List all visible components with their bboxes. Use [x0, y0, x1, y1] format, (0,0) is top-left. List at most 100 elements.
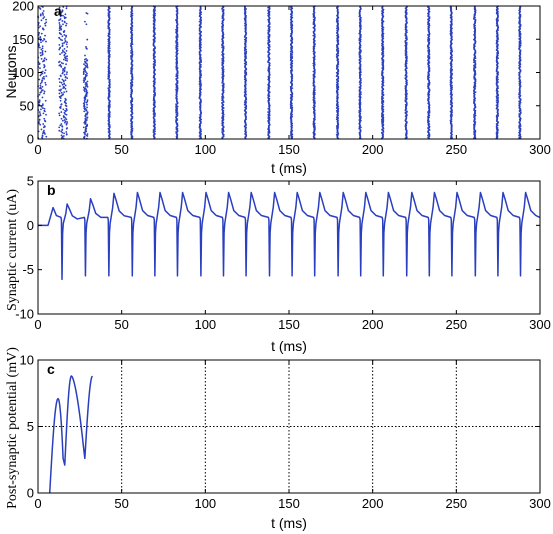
raster-dot: [44, 81, 47, 84]
raster-dot: [42, 60, 44, 63]
raster-dot: [39, 39, 42, 42]
post-synaptic-potential-series: [48, 375, 94, 494]
raster-dot: [41, 70, 44, 73]
raster-dot: [84, 122, 87, 125]
raster-dot: [40, 91, 42, 94]
raster-dot: [61, 119, 64, 122]
raster-dot: [58, 114, 61, 117]
raster-dot: [38, 62, 41, 65]
raster-dot: [291, 106, 294, 109]
raster-dot: [86, 123, 89, 126]
raster-dot: [518, 125, 521, 128]
raster-dot: [337, 110, 340, 113]
raster-dot: [61, 125, 63, 127]
raster-dot: [43, 71, 46, 74]
raster-dot: [39, 84, 42, 87]
raster-dot: [86, 106, 88, 109]
raster-dot: [41, 77, 44, 80]
raster-dot: [59, 105, 62, 108]
raster-dot: [64, 75, 67, 78]
raster-dot: [518, 113, 521, 115]
raster-dot: [64, 113, 67, 115]
raster-dot: [44, 133, 46, 135]
raster-dot: [245, 52, 248, 55]
raster-dot: [59, 81, 61, 84]
raster-dot: [60, 123, 63, 125]
raster-dot: [62, 85, 65, 88]
raster-dot: [427, 34, 429, 36]
raster-dot: [42, 17, 45, 20]
raster-dot: [336, 44, 338, 46]
raster-dot: [451, 77, 453, 80]
raster-dot: [44, 83, 47, 86]
raster-dot: [60, 111, 63, 113]
raster-dot: [291, 55, 294, 58]
raster-dot: [43, 38, 45, 40]
raster-dot: [40, 57, 43, 60]
x-tick-label: 100: [194, 142, 216, 157]
raster-dot: [289, 63, 292, 66]
raster-dot: [473, 137, 475, 139]
raster-dot: [40, 41, 42, 44]
raster-dot: [473, 115, 475, 117]
raster-dot: [130, 85, 132, 88]
raster-dot: [61, 44, 64, 47]
raster-dot: [58, 29, 61, 32]
raster-dot: [44, 24, 47, 27]
raster-dot: [85, 71, 87, 74]
raster-dot: [83, 110, 86, 113]
raster-dot: [85, 12, 88, 14]
x-tick-label: 100: [194, 317, 216, 332]
raster-dot: [313, 71, 316, 74]
raster-dot: [65, 22, 68, 25]
raster-dot: [221, 131, 224, 133]
raster-dot: [82, 70, 85, 73]
raster-dot: [65, 131, 68, 133]
raster-dot: [65, 43, 68, 46]
raster-dot: [154, 113, 156, 116]
raster-dot: [58, 22, 61, 24]
raster-dot: [497, 71, 500, 74]
raster-dot: [58, 36, 61, 39]
raster-dot: [291, 16, 294, 19]
raster-dot: [38, 103, 41, 106]
raster-dot: [43, 92, 45, 95]
raster-dot: [42, 10, 45, 12]
raster-dot: [62, 93, 64, 96]
raster-dot: [45, 18, 47, 21]
raster-dot: [39, 123, 42, 126]
x-tick-label: 250: [445, 142, 467, 157]
y-tick-label: 5: [27, 174, 34, 189]
raster-dot: [449, 51, 452, 54]
panel-c-label: c: [47, 361, 55, 377]
raster-dot: [107, 47, 110, 50]
raster-dot: [39, 67, 41, 70]
panel-c-post-synaptic-potential: 0 50 100 150 200 250 300 0 5 10 c Post-synaptic p…: [5, 347, 551, 531]
raster-dot: [83, 121, 86, 124]
raster-dot: [83, 99, 86, 102]
raster-dot: [58, 89, 61, 92]
raster-dot: [58, 92, 61, 95]
raster-dot: [41, 134, 44, 137]
raster-dot: [337, 68, 340, 71]
raster-dot: [65, 90, 68, 93]
raster-dot: [63, 16, 66, 18]
raster-dot: [63, 51, 66, 54]
x-tick-label: 150: [278, 317, 300, 332]
raster-dot: [65, 34, 68, 37]
raster-dot: [44, 69, 47, 72]
raster-dot: [45, 113, 47, 116]
raster-dot: [65, 63, 67, 66]
raster-dot: [337, 86, 340, 89]
raster-dot: [358, 93, 361, 96]
raster-dot: [58, 32, 61, 34]
raster-dot: [59, 15, 62, 18]
raster-dot: [62, 115, 65, 117]
raster-dot: [63, 73, 66, 76]
raster-dot: [60, 117, 63, 120]
panel-c-ylabel: Post-synaptic potential (mV): [5, 347, 20, 509]
raster-dot: [60, 88, 62, 91]
raster-dot: [65, 133, 68, 135]
raster-dot: [108, 78, 111, 81]
